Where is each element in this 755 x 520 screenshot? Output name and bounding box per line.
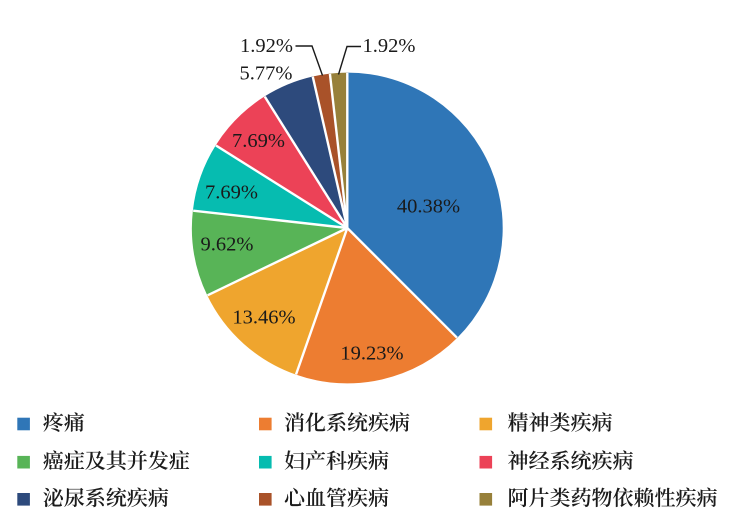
svg-text:40.38%: 40.38% — [397, 196, 460, 218]
svg-text:1.92%: 1.92% — [240, 35, 293, 57]
svg-text:1.92%: 1.92% — [363, 35, 416, 57]
svg-text:9.62%: 9.62% — [201, 234, 254, 256]
svg-text:19.23%: 19.23% — [340, 343, 403, 365]
svg-text:13.46%: 13.46% — [232, 307, 295, 329]
svg-text:7.69%: 7.69% — [205, 182, 258, 204]
svg-text:7.69%: 7.69% — [232, 130, 285, 152]
svg-text:5.77%: 5.77% — [240, 63, 293, 85]
